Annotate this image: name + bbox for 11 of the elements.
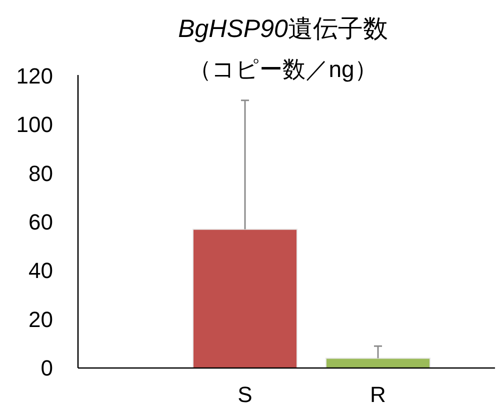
- y-tick-label: 40: [28, 258, 53, 284]
- y-tick-label: 60: [28, 210, 53, 234]
- y-tick-label: 120: [16, 64, 53, 88]
- y-tick-label: 80: [28, 160, 53, 186]
- x-tick-label: S: [238, 382, 252, 407]
- y-tick-label: 0: [40, 356, 53, 380]
- x-tick-label: R: [370, 382, 386, 407]
- chart-title: BgHSP90遺伝子数: [178, 15, 388, 43]
- y-tick-label: 100: [16, 112, 53, 138]
- chart-subtitle: （コピー数／ng）: [188, 56, 378, 82]
- y-tick-label: 20: [28, 306, 53, 332]
